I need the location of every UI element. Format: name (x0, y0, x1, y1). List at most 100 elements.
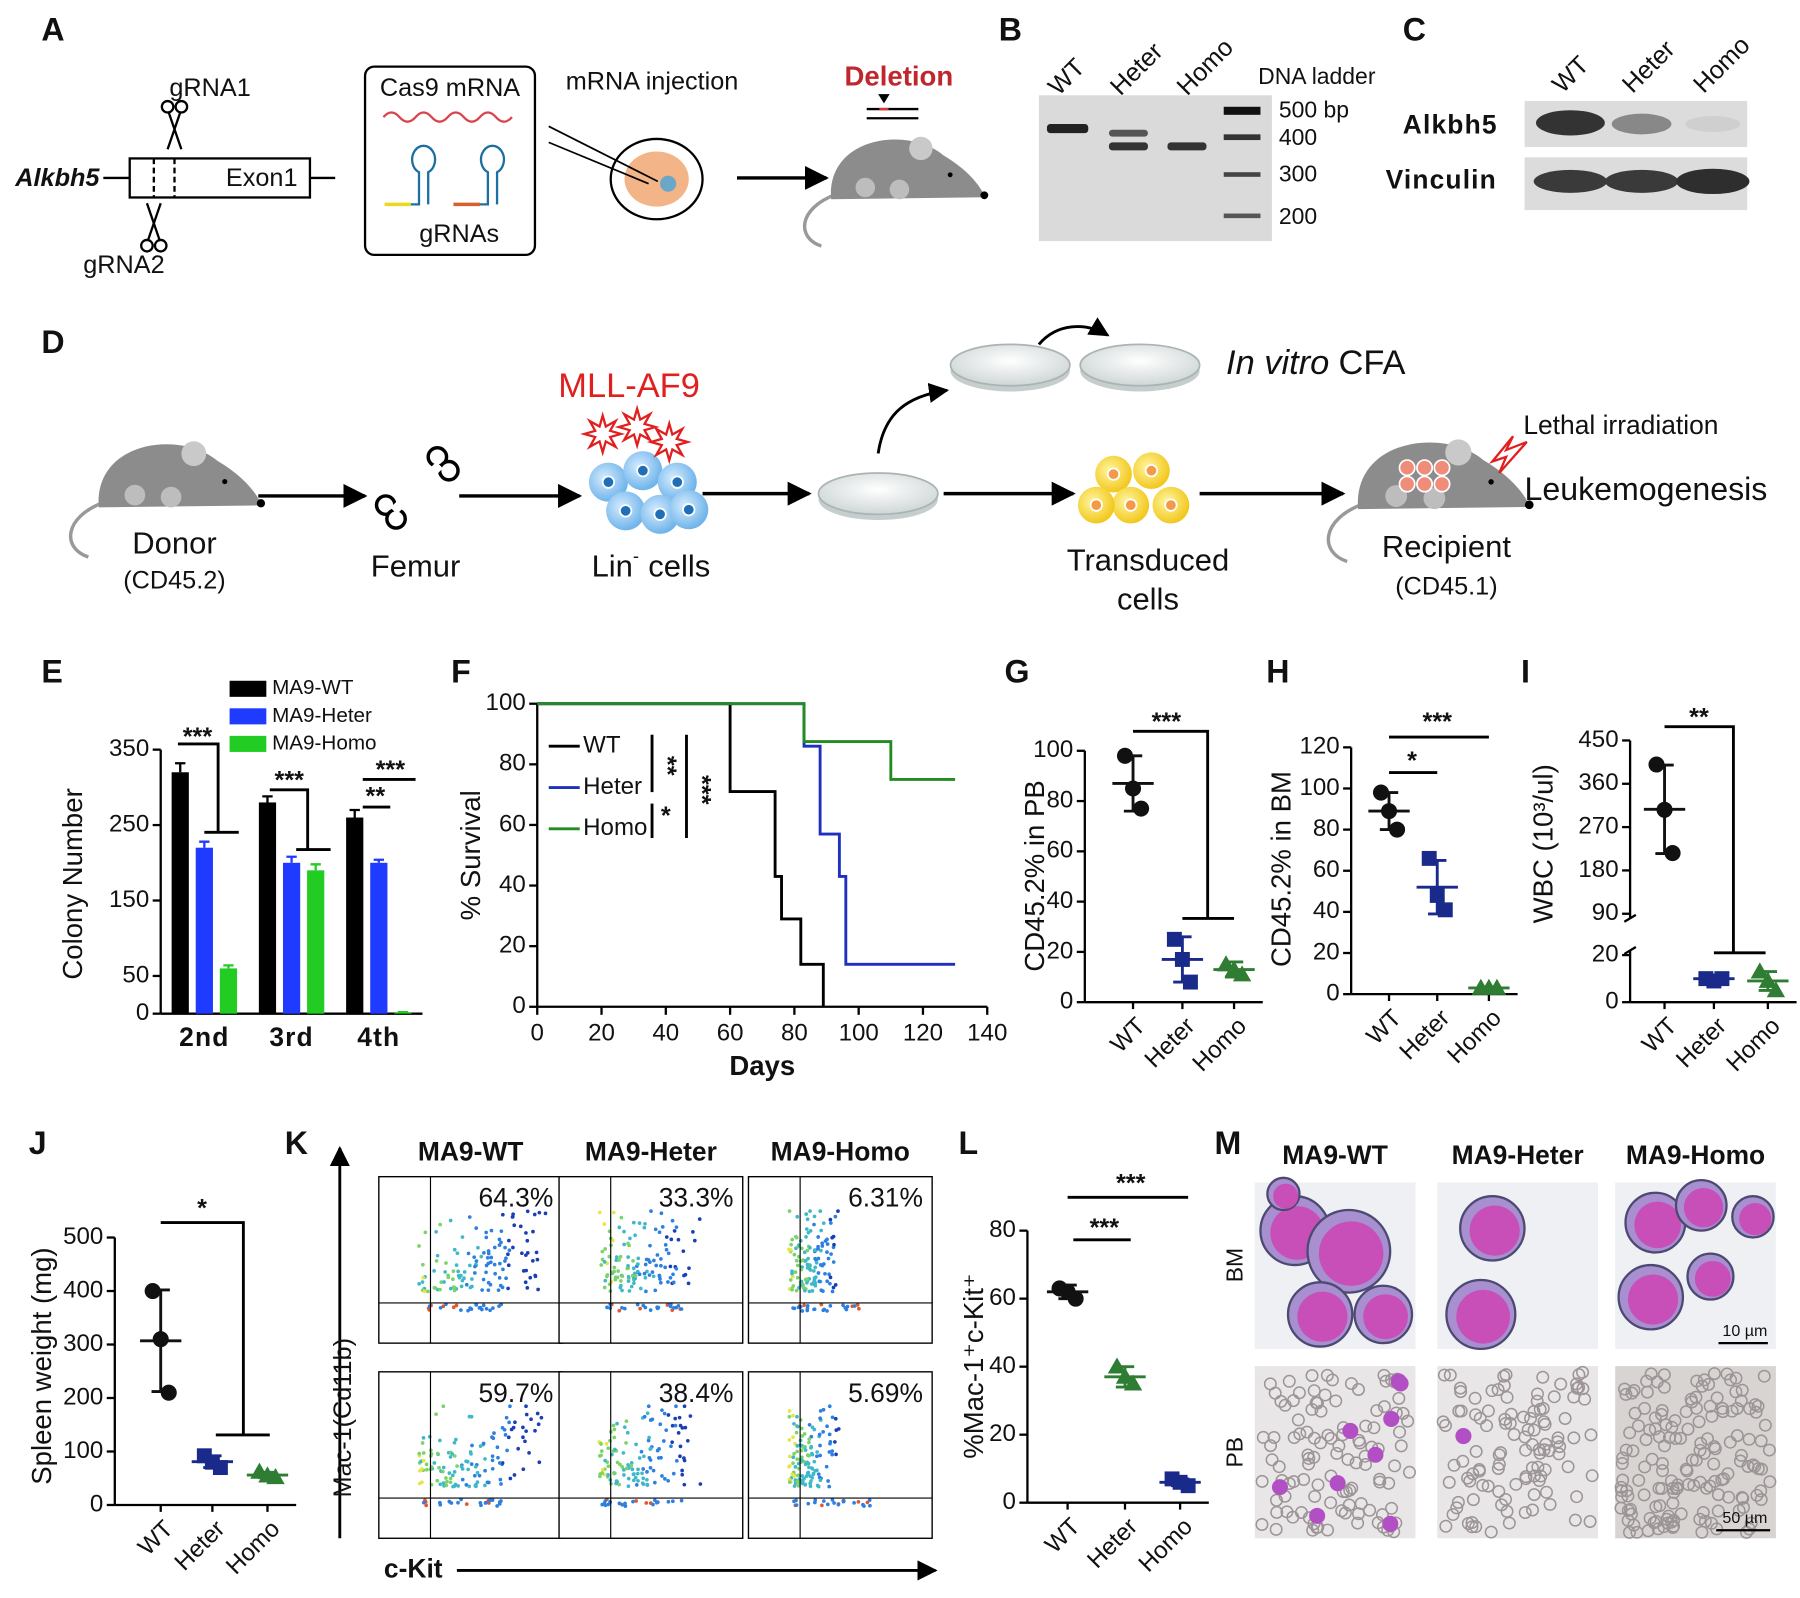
y-tick-label: 120 (1299, 733, 1339, 760)
legend-label: Homo (583, 814, 647, 841)
flow-event (480, 1288, 484, 1292)
blast-nucleus (1318, 1221, 1384, 1286)
flow-event (473, 1483, 478, 1488)
flow-event (525, 1209, 530, 1214)
flow-event (488, 1308, 492, 1313)
flow-event (479, 1503, 483, 1508)
flow-event (674, 1225, 679, 1229)
error-bar (286, 855, 297, 863)
rbc (1570, 1490, 1584, 1504)
flow-event (434, 1259, 439, 1263)
scale-bar-label: 50 µm (1722, 1509, 1767, 1527)
flow-event (654, 1263, 659, 1268)
flow-event (452, 1247, 457, 1252)
flow-event (673, 1416, 678, 1421)
rbc (1473, 1411, 1487, 1425)
y-axis-label: Colony Number (57, 788, 88, 979)
flow-event (836, 1502, 841, 1507)
flow-event (424, 1467, 429, 1472)
gate-percentage: 38.4% (659, 1378, 734, 1408)
flow-event (445, 1479, 449, 1484)
flow-event (804, 1212, 809, 1216)
flow-event (488, 1260, 493, 1265)
flow-event (664, 1428, 669, 1433)
flow-event (470, 1277, 474, 1281)
flow-event (466, 1467, 470, 1472)
flow-event (622, 1242, 626, 1247)
flow-event (816, 1484, 821, 1489)
flow-event (660, 1225, 665, 1229)
y-tick-label: 200 (63, 1383, 103, 1410)
flow-event (648, 1260, 652, 1264)
rbc (1305, 1402, 1319, 1416)
flow-event (795, 1263, 800, 1268)
flow-event (792, 1421, 796, 1426)
flow-event (658, 1277, 662, 1281)
lin-nucleus (653, 507, 667, 521)
rbc (1567, 1431, 1581, 1445)
grna-hairpins (384, 144, 506, 207)
y-tick-label: 20 (989, 1420, 1016, 1447)
flow-event (434, 1229, 439, 1234)
flow-event (818, 1409, 823, 1413)
flow-event (508, 1476, 513, 1481)
x-tick-label: 80 (781, 1020, 808, 1047)
flow-event (666, 1413, 671, 1417)
flow-event (670, 1218, 675, 1223)
flow-event (669, 1444, 673, 1449)
size-label: 300 (1279, 161, 1317, 187)
lane-label: WT (1547, 51, 1595, 99)
flow-event (459, 1308, 463, 1312)
significance-bracket (177, 742, 239, 834)
x-tick-label: Homo (1721, 1012, 1786, 1077)
flow-event (683, 1425, 688, 1430)
data-point (1389, 821, 1406, 838)
flow-event (438, 1287, 442, 1292)
flow-event (789, 1242, 793, 1247)
flow-event (857, 1306, 861, 1311)
flow-event (636, 1262, 640, 1266)
flow-event (635, 1471, 640, 1476)
flow-event (483, 1483, 487, 1488)
flow-event (454, 1437, 458, 1442)
rbc (1269, 1522, 1283, 1536)
flow-event (647, 1273, 652, 1277)
flow-event (473, 1464, 478, 1469)
flow-event (599, 1449, 604, 1453)
column-header: MA9-WT (1282, 1140, 1388, 1170)
flow-event (612, 1427, 617, 1432)
flow-event (524, 1253, 528, 1257)
significance-label: *** (1116, 1169, 1146, 1197)
flow-event (794, 1503, 799, 1507)
rbc (1690, 1374, 1704, 1388)
flow-event (456, 1269, 461, 1274)
flow-event (833, 1416, 838, 1421)
flow-event (612, 1447, 617, 1452)
flow-event (825, 1502, 830, 1507)
flow-event (821, 1499, 826, 1503)
flow-event (512, 1473, 517, 1477)
y-tick-label: 180 (1578, 856, 1618, 883)
flow-event (655, 1253, 660, 1257)
flow-event (444, 1476, 448, 1480)
y-tick-label: 450 (1578, 726, 1618, 753)
y-axis-label: Spleen weight (mg) (26, 1247, 57, 1484)
flow-event (833, 1214, 838, 1219)
flow-event (618, 1285, 623, 1290)
flow-event (790, 1287, 794, 1292)
flow-event (482, 1250, 486, 1255)
flow-event (634, 1442, 638, 1447)
donor-marker: (CD45.2) (123, 567, 225, 595)
gate-percentage: 64.3% (478, 1183, 553, 1213)
flow-event (807, 1465, 811, 1470)
deletion-mark (866, 94, 919, 120)
rbc (1526, 1503, 1539, 1517)
rbc (1648, 1422, 1662, 1436)
axis-break (1623, 946, 1637, 955)
flow-event (829, 1221, 833, 1225)
y-axis-label: CD45.2% in PB (1019, 780, 1050, 971)
flow-event (820, 1263, 825, 1268)
flow-event (830, 1498, 835, 1502)
flow-event (663, 1477, 667, 1481)
flow-event (472, 1271, 477, 1275)
